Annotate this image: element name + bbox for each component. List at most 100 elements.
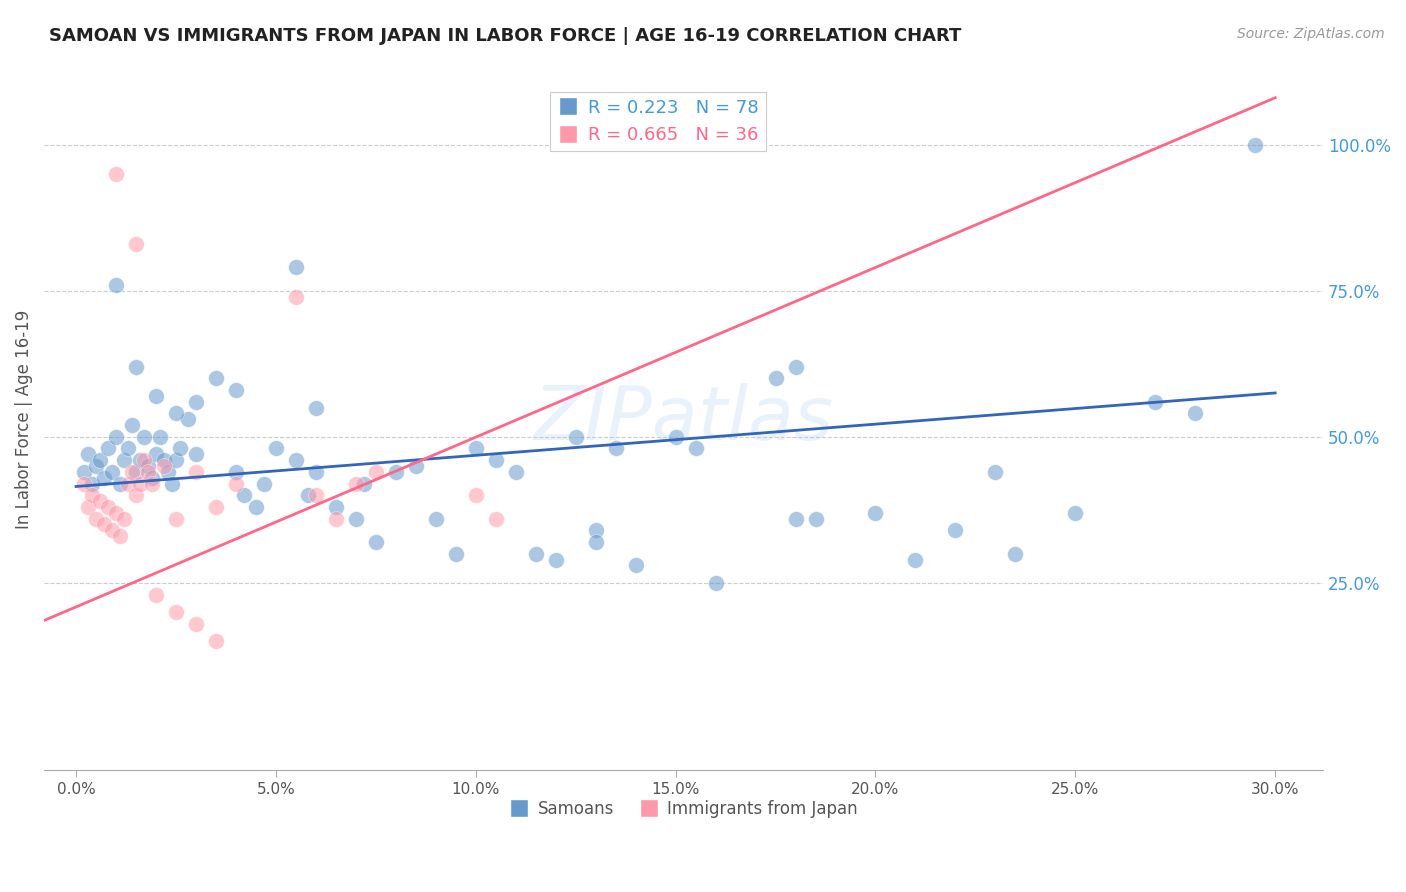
Point: [444, 547, 467, 561]
Point: [865, 506, 887, 520]
Point: [685, 442, 707, 456]
Point: [485, 511, 508, 525]
Point: [105, 167, 128, 181]
Point: [132, 453, 155, 467]
Point: [108, 529, 131, 543]
Point: [112, 453, 135, 467]
Point: [117, 442, 139, 456]
Point: [605, 442, 627, 456]
Point: [84, 458, 107, 473]
Point: [121, 465, 143, 479]
Point: [89, 453, 111, 467]
Point: [156, 465, 179, 479]
Point: [205, 500, 228, 514]
Text: Source: ZipAtlas.com: Source: ZipAtlas.com: [1237, 27, 1385, 41]
Point: [765, 371, 787, 385]
Point: [505, 465, 527, 479]
Point: [1004, 547, 1026, 561]
Point: [305, 465, 328, 479]
Point: [177, 412, 200, 426]
Y-axis label: In Labor Force | Age 16-19: In Labor Force | Age 16-19: [15, 310, 32, 529]
Point: [77, 500, 100, 514]
Point: [125, 236, 148, 251]
Point: [264, 442, 287, 456]
Point: [97, 442, 120, 456]
Point: [984, 465, 1007, 479]
Point: [125, 488, 148, 502]
Point: [105, 277, 128, 292]
Point: [225, 383, 247, 397]
Point: [325, 500, 347, 514]
Point: [524, 547, 547, 561]
Text: SAMOAN VS IMMIGRANTS FROM JAPAN IN LABOR FORCE | AGE 16-19 CORRELATION CHART: SAMOAN VS IMMIGRANTS FROM JAPAN IN LABOR…: [49, 27, 962, 45]
Point: [184, 616, 207, 631]
Point: [93, 471, 115, 485]
Point: [205, 634, 228, 648]
Point: [305, 488, 328, 502]
Point: [153, 458, 176, 473]
Point: [385, 465, 408, 479]
Point: [804, 511, 827, 525]
Point: [544, 552, 567, 566]
Point: [145, 447, 167, 461]
Point: [145, 588, 167, 602]
Point: [785, 359, 807, 374]
Point: [344, 511, 367, 525]
Point: [108, 476, 131, 491]
Point: [80, 488, 103, 502]
Point: [297, 488, 319, 502]
Point: [405, 458, 427, 473]
Point: [112, 511, 135, 525]
Point: [364, 465, 387, 479]
Point: [165, 453, 187, 467]
Point: [153, 453, 176, 467]
Point: [125, 359, 148, 374]
Point: [1064, 506, 1087, 520]
Point: [165, 511, 187, 525]
Point: [585, 535, 607, 549]
Point: [184, 465, 207, 479]
Point: [89, 494, 111, 508]
Point: [105, 506, 128, 520]
Point: [585, 524, 607, 538]
Point: [101, 465, 124, 479]
Point: [284, 289, 307, 303]
Point: [117, 476, 139, 491]
Point: [253, 476, 276, 491]
Point: [169, 442, 191, 456]
Point: [425, 511, 447, 525]
Point: [785, 511, 807, 525]
Point: [149, 430, 172, 444]
Point: [225, 476, 247, 491]
Point: [141, 471, 163, 485]
Point: [564, 430, 586, 444]
Point: [945, 524, 967, 538]
Point: [245, 500, 267, 514]
Point: [305, 401, 328, 415]
Point: [73, 465, 96, 479]
Point: [205, 371, 228, 385]
Point: [225, 465, 247, 479]
Point: [132, 430, 155, 444]
Point: [233, 488, 256, 502]
Point: [125, 465, 148, 479]
Point: [284, 453, 307, 467]
Point: [121, 418, 143, 433]
Point: [344, 476, 367, 491]
Point: [1144, 394, 1167, 409]
Point: [145, 389, 167, 403]
Point: [184, 447, 207, 461]
Point: [184, 394, 207, 409]
Legend: Samoans, Immigrants from Japan: Samoans, Immigrants from Japan: [502, 794, 865, 825]
Point: [136, 458, 159, 473]
Point: [160, 476, 183, 491]
Point: [904, 552, 927, 566]
Point: [80, 476, 103, 491]
Point: [105, 430, 128, 444]
Point: [353, 476, 375, 491]
Point: [464, 488, 486, 502]
Point: [77, 447, 100, 461]
Point: [624, 558, 647, 573]
Point: [325, 511, 347, 525]
Point: [1184, 406, 1206, 420]
